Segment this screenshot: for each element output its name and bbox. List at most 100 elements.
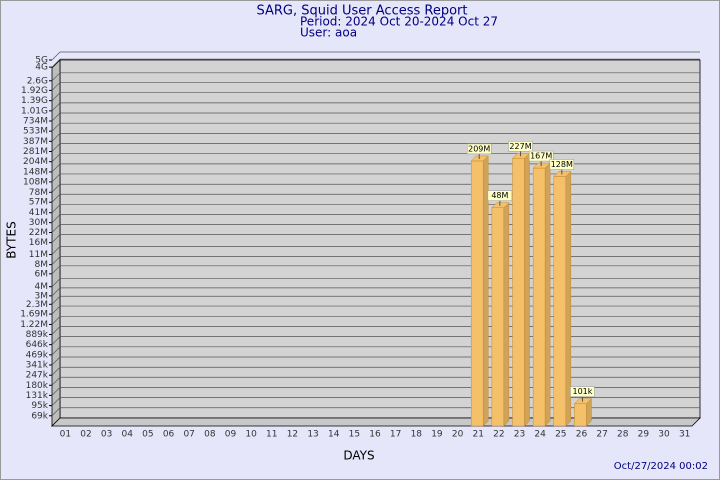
y-tick-label: 6M <box>35 269 49 279</box>
x-tick-label: 13 <box>307 430 318 440</box>
bar <box>573 398 593 427</box>
x-tick-label: 04 <box>122 430 134 440</box>
x-tick-label: 02 <box>80 430 91 440</box>
bar-side <box>544 162 551 427</box>
y-tick-label: 469k <box>26 350 49 360</box>
x-tick-label: 28 <box>617 430 629 440</box>
grid-line <box>51 92 700 101</box>
y-tick-label: 30M <box>29 218 48 228</box>
x-tick-label: 23 <box>514 430 525 440</box>
grid-line <box>51 102 700 112</box>
x-tick-label: 27 <box>596 430 607 440</box>
x-tick-label: 30 <box>658 430 670 440</box>
chart-subtitle: Period: 2024 Oct 20-2024 Oct 27 <box>300 15 498 29</box>
y-tick-label: 341k <box>26 360 49 370</box>
label-box <box>570 386 595 397</box>
y-tick-label: 1.39G <box>21 96 48 106</box>
x-tick-label: 31 <box>679 430 690 440</box>
x-tick-label: 11 <box>266 430 277 440</box>
label-box <box>487 190 513 201</box>
x-tick-label: 19 <box>431 430 443 440</box>
y-tick-label: 3M <box>35 291 49 301</box>
value-label: 48M <box>491 191 508 200</box>
x-tick-label: 20 <box>452 430 464 440</box>
x-tick-label: 21 <box>472 430 483 440</box>
plot-back <box>59 59 701 419</box>
grid-line <box>51 82 700 91</box>
y-tick-label: 69k <box>31 411 48 421</box>
y-tick-label: 180k <box>26 381 49 391</box>
y-tick-label: 57M <box>29 198 48 208</box>
x-tick-label: 10 <box>245 430 257 440</box>
y-tick-label: 5G <box>35 56 48 66</box>
y-tick-label: 889k <box>26 330 49 340</box>
x-tick-label: 24 <box>534 430 546 440</box>
x-tick-label: 16 <box>369 430 381 440</box>
y-tick-label: 1.69M <box>20 310 48 320</box>
footer: Oct/27/2024 00:02 <box>614 461 708 472</box>
y-tick-label: 387M <box>23 137 48 147</box>
label-box <box>549 159 575 170</box>
bar-front <box>470 160 484 427</box>
y-tick-label: 646k <box>26 340 49 350</box>
y-tick-label: 2.3M <box>26 300 48 310</box>
grid-line <box>51 51 700 61</box>
y-tick-label: 22M <box>29 228 48 238</box>
bar-front <box>574 403 587 427</box>
grid-line <box>51 72 700 82</box>
bar-side <box>524 152 530 427</box>
y-tick-label: 108M <box>23 177 48 187</box>
y-tick-label: 4G <box>35 63 48 73</box>
x-tick-label: 06 <box>163 430 175 440</box>
y-tick-label: 8M <box>35 260 49 270</box>
y-tick-label: 11M <box>29 250 48 260</box>
y-tick-label: 247k <box>26 371 49 381</box>
x-tick-label: 22 <box>493 430 504 440</box>
label-box <box>508 141 533 152</box>
x-tick-label: 01 <box>60 430 71 440</box>
x-tick-label: 17 <box>390 430 401 440</box>
x-tick-label: 05 <box>142 430 153 440</box>
x-tick-label: 09 <box>225 430 237 440</box>
bar-side <box>565 170 572 427</box>
value-label: 227M <box>509 142 531 151</box>
value-label: 101k <box>572 387 592 396</box>
bar-front <box>512 158 525 427</box>
y-tick-label: 1.22M <box>20 320 48 330</box>
y-tick-label: 4M <box>35 282 49 292</box>
y-tick-label: 2.6G <box>27 76 48 86</box>
plot-floor <box>51 417 701 427</box>
y-tick-label: 734M <box>23 116 48 126</box>
x-tick-label: 18 <box>411 430 423 440</box>
x-tick-label: 14 <box>328 430 340 440</box>
y-tick-label: 41M <box>29 208 48 218</box>
bar <box>470 155 489 427</box>
x-axis-label: DAYS <box>343 449 374 463</box>
value-label: 128M <box>551 160 573 169</box>
value-label: 167M <box>530 152 552 161</box>
bar <box>491 202 510 427</box>
chart-subtitle: User: aoa <box>300 26 357 40</box>
x-tick-label: 08 <box>204 430 216 440</box>
y-tick-label: 78M <box>29 188 48 198</box>
grid-line <box>51 112 700 122</box>
y-tick-label: 16M <box>29 238 48 248</box>
x-tick-label: 29 <box>638 430 650 440</box>
y-tick-label: 204M <box>23 157 48 167</box>
bar-front <box>553 176 567 427</box>
x-tick-label: 26 <box>576 430 588 440</box>
y-tick-label: 148M <box>23 167 48 177</box>
bar-front <box>491 207 505 427</box>
y-tick-label: 131k <box>26 391 49 401</box>
label-box <box>528 150 554 162</box>
bar-side <box>482 155 489 427</box>
y-tick-label: 281M <box>23 147 48 157</box>
grid-line <box>51 143 700 152</box>
bar <box>553 170 572 427</box>
bar-front <box>532 167 546 427</box>
y-tick-label: 95k <box>31 401 48 411</box>
chart-title: SARG, Squid User Access Report <box>257 4 468 19</box>
x-tick-label: 03 <box>101 430 112 440</box>
grid-line <box>51 122 700 132</box>
